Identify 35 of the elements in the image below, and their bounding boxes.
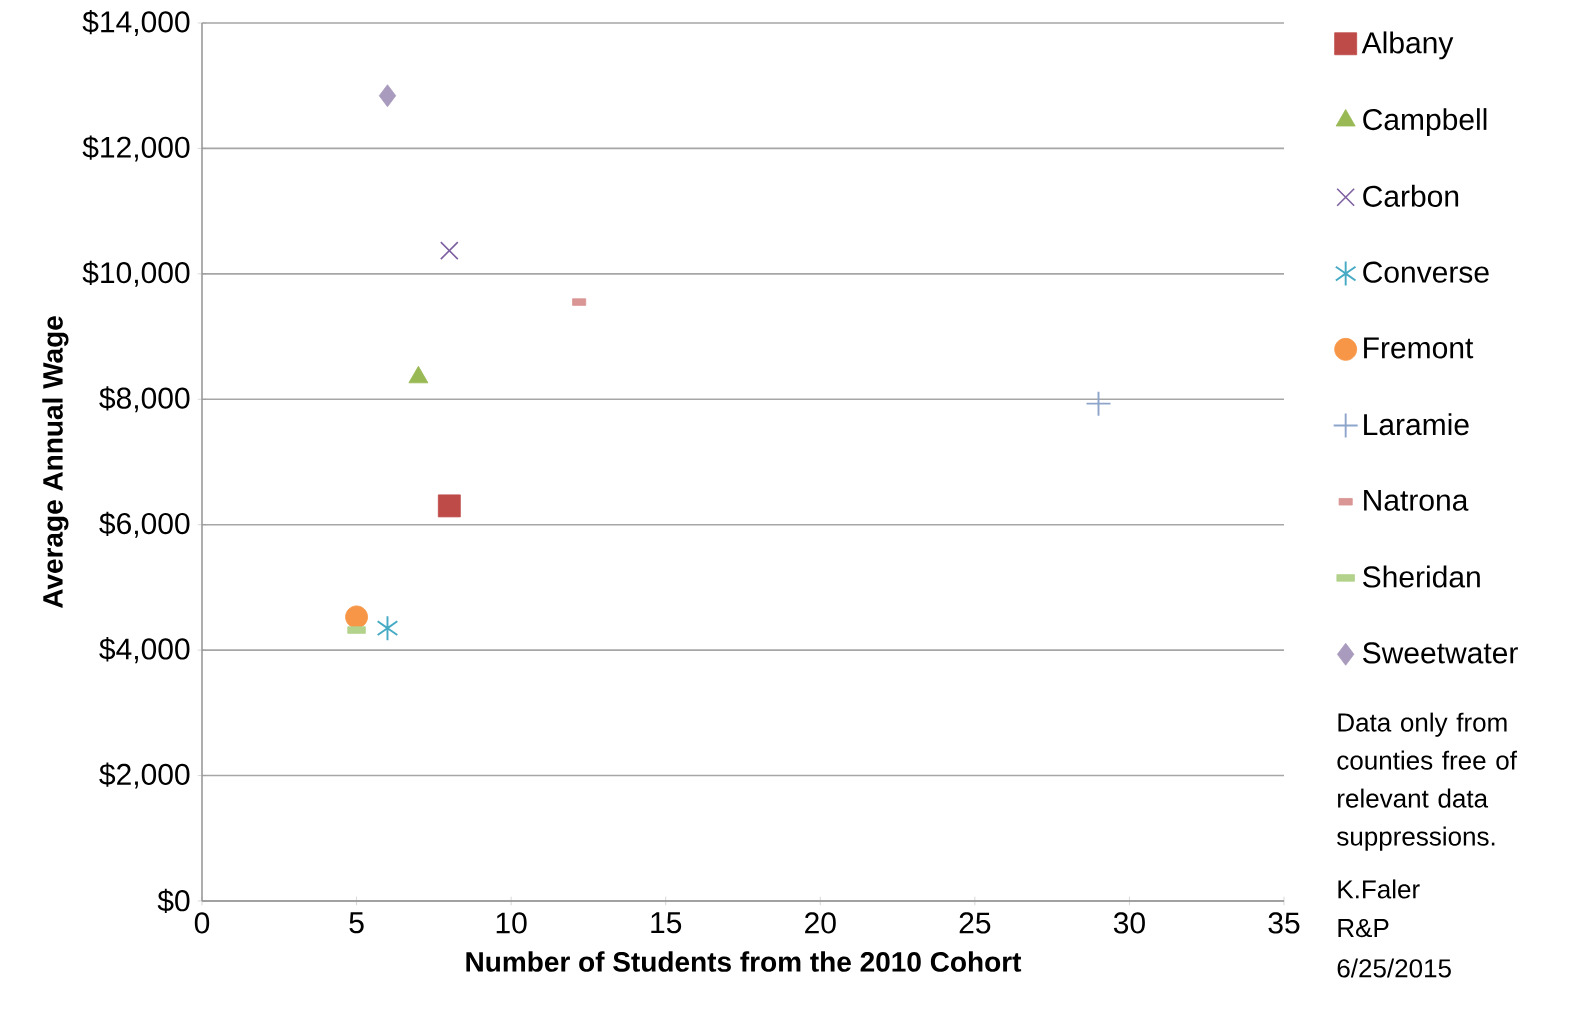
- y-tick-label: $0: [157, 888, 190, 914]
- legend-label: Campbell: [1363, 108, 1487, 137]
- legend-label: Natrona: [1364, 489, 1469, 511]
- legend-label: Sweetwater: [1363, 642, 1518, 664]
- legend-label: Carbon: [1363, 184, 1459, 207]
- y-tick-label: $12,000: [82, 135, 190, 162]
- point: [345, 605, 368, 629]
- x-tick-label: 25: [959, 912, 991, 934]
- x-tick-label: 30: [1113, 912, 1145, 934]
- point: [437, 494, 461, 518]
- x-tick-label: 5: [349, 912, 364, 934]
- y-tick-label: $8,000: [99, 386, 190, 413]
- legend-label: Sheridan: [1363, 565, 1480, 588]
- legend-label: Fremont: [1364, 337, 1474, 359]
- legend-label: Albany: [1361, 31, 1454, 60]
- point: [378, 84, 397, 108]
- text: Data only from counties free of relevant data suppressions.: [1337, 712, 1517, 851]
- x-tick-label: 10: [496, 912, 527, 934]
- text: R&P: [1338, 918, 1389, 938]
- y-tick-label: $6,000: [99, 511, 190, 538]
- y-tick-label: $4,000: [99, 637, 190, 664]
- x-tick-label: 15: [651, 912, 682, 934]
- point: [440, 241, 459, 260]
- y-tick-label: $10,000: [82, 260, 190, 287]
- y-axis-title: Average Annual Wage: [42, 316, 69, 609]
- y-tick-label: $2,000: [99, 762, 190, 789]
- legend-label: Converse: [1363, 261, 1489, 283]
- text: 6/25/2015: [1337, 958, 1451, 978]
- y-tick-label: $14,000: [82, 9, 190, 36]
- x-tick-label: 20: [805, 912, 836, 934]
- x-tick-label: 0: [194, 912, 210, 934]
- x-tick-label: 35: [1268, 912, 1300, 934]
- text: K.Faler: [1338, 879, 1420, 899]
- legend-label: Laramie: [1364, 413, 1469, 436]
- x-axis-title: Number of Students from the 2010 Cohort: [466, 951, 1022, 972]
